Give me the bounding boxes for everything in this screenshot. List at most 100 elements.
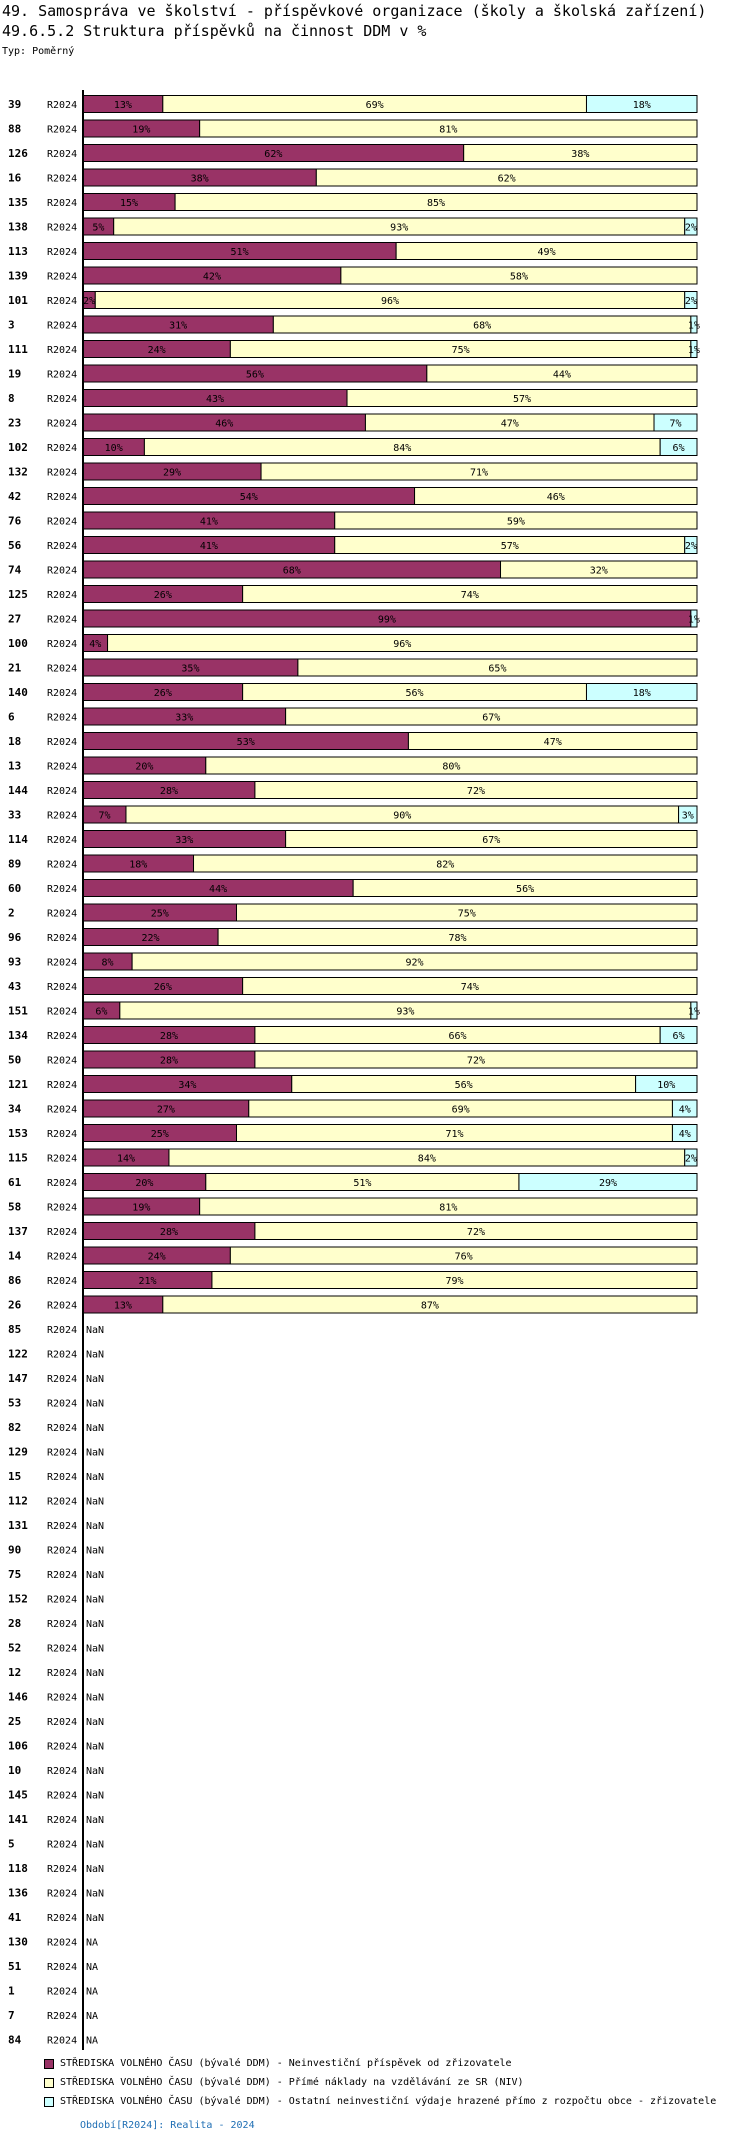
row-id-label: 129 [8, 1446, 28, 1459]
bar-segment [684, 291, 698, 309]
bar-segment [211, 1271, 698, 1289]
bar-segment [585, 95, 698, 113]
row-id-label: 1 [8, 1985, 15, 1998]
bar-value-label: 2% [685, 296, 697, 307]
row-missing-value: NaN [86, 1815, 104, 1826]
row-id-label: 126 [8, 147, 28, 160]
row-period-label: R2024 [47, 1521, 77, 1532]
bar-segment [297, 658, 698, 677]
bar-value-label: 1% [688, 345, 700, 356]
bar-segment [285, 830, 698, 848]
row-id-label: 16 [8, 172, 22, 185]
bar-value-label: 15% [120, 198, 138, 209]
row-period-label: R2024 [47, 639, 77, 650]
bar-value-label: 20% [135, 762, 153, 773]
bar-segment [242, 977, 698, 995]
bar-segment [229, 1246, 698, 1265]
row-id-label: 141 [8, 1813, 28, 1826]
row-missing-value: NaN [86, 1864, 104, 1875]
row-missing-value: NaN [86, 1546, 104, 1557]
row-missing-value: NaN [86, 1570, 104, 1581]
row-missing-value: NaN [86, 1619, 104, 1630]
row-period-label: R2024 [47, 1913, 77, 1924]
bar-value-label: 18% [129, 860, 147, 871]
bar-segment [659, 1026, 698, 1044]
row-id-label: 122 [8, 1348, 28, 1361]
row-id-label: 121 [8, 1078, 28, 1091]
bar-value-label: 19% [132, 1203, 150, 1214]
bar-value-label: 6% [673, 443, 685, 454]
row-missing-value: NaN [86, 1497, 104, 1508]
row-period-label: R2024 [47, 688, 77, 699]
row-period-label: R2024 [47, 958, 77, 969]
row-period-label: R2024 [47, 909, 77, 920]
row-period-label: R2024 [47, 566, 77, 577]
row-period-label: R2024 [47, 174, 77, 185]
row-period-label: R2024 [47, 1791, 77, 1802]
row-period-label: R2024 [47, 394, 77, 405]
bar-value-label: 69% [452, 1105, 470, 1116]
row-period-label: R2024 [47, 1301, 77, 1312]
row-missing-value: NaN [86, 1766, 104, 1777]
bar-value-label: 71% [470, 468, 488, 479]
bar-value-label: 99% [378, 615, 396, 626]
row-period-label: R2024 [47, 1252, 77, 1263]
row-period-label: R2024 [47, 1178, 77, 1189]
bar-value-label: 6% [95, 1007, 107, 1018]
row-id-label: 50 [8, 1054, 21, 1067]
row-period-label: R2024 [47, 590, 77, 601]
bar-value-label: 5% [92, 223, 104, 234]
period-label: Období[R2024]: Realita - 2024 [80, 2120, 255, 2131]
row-missing-value: NA [86, 2036, 98, 2047]
row-id-label: 74 [8, 564, 22, 577]
row-period-label: R2024 [47, 1423, 77, 1434]
row-id-label: 41 [8, 1911, 22, 1924]
row-missing-value: NaN [86, 1668, 104, 1679]
bar-value-label: 24% [148, 1252, 166, 1263]
row-id-label: 21 [8, 662, 22, 675]
row-id-label: 26 [8, 1299, 22, 1312]
bar-value-label: 29% [163, 468, 181, 479]
bar-value-label: 13% [114, 1301, 132, 1312]
legend-label-2: STŘEDISKA VOLNÉHO ČASU (bývalé DDM) - Př… [60, 2077, 524, 2088]
bar-segment [131, 952, 698, 971]
bar-value-label: 58% [510, 272, 528, 283]
bar-value-label: 33% [175, 835, 193, 846]
row-id-label: 86 [8, 1274, 22, 1287]
bar-value-label: 72% [467, 1227, 485, 1238]
bar-segment [260, 462, 698, 481]
chart-type-label: Typ: Poměrný [2, 46, 75, 57]
legend-swatch-2 [44, 2077, 54, 2088]
bar-value-label: 1% [688, 615, 700, 626]
bar-value-label: 18% [633, 688, 651, 699]
row-id-label: 56 [8, 539, 22, 552]
bar-segment [671, 1124, 698, 1142]
bar-value-label: 47% [544, 737, 562, 748]
bar-segment [285, 707, 698, 726]
bar-value-label: 33% [175, 713, 193, 724]
row-id-label: 146 [8, 1691, 28, 1704]
row-id-label: 7 [8, 2009, 15, 2022]
row-period-label: R2024 [47, 1129, 77, 1140]
row-period-label: R2024 [47, 1448, 77, 1459]
chart-title: 49. Samospráva ve školství - příspěvkové… [2, 2, 707, 20]
bar-value-label: 96% [381, 296, 399, 307]
row-id-label: 125 [8, 588, 28, 601]
bar-segment [340, 266, 698, 285]
row-id-label: 90 [8, 1544, 21, 1557]
bar-value-label: 79% [445, 1276, 463, 1287]
row-id-label: 139 [8, 270, 28, 283]
bar-segment [395, 242, 698, 260]
row-id-label: 135 [8, 196, 28, 209]
row-missing-value: NA [86, 1987, 98, 1998]
bar-value-label: 43% [206, 394, 224, 405]
row-period-label: R2024 [47, 786, 77, 797]
bar-value-label: 67% [482, 835, 500, 846]
bar-value-label: 42% [203, 272, 221, 283]
bar-value-label: 96% [393, 639, 411, 650]
row-id-label: 112 [8, 1495, 28, 1508]
row-missing-value: NA [86, 1962, 98, 1973]
row-id-label: 89 [8, 858, 21, 871]
bar-value-label: 62% [498, 174, 516, 185]
bar-segment [678, 805, 698, 824]
